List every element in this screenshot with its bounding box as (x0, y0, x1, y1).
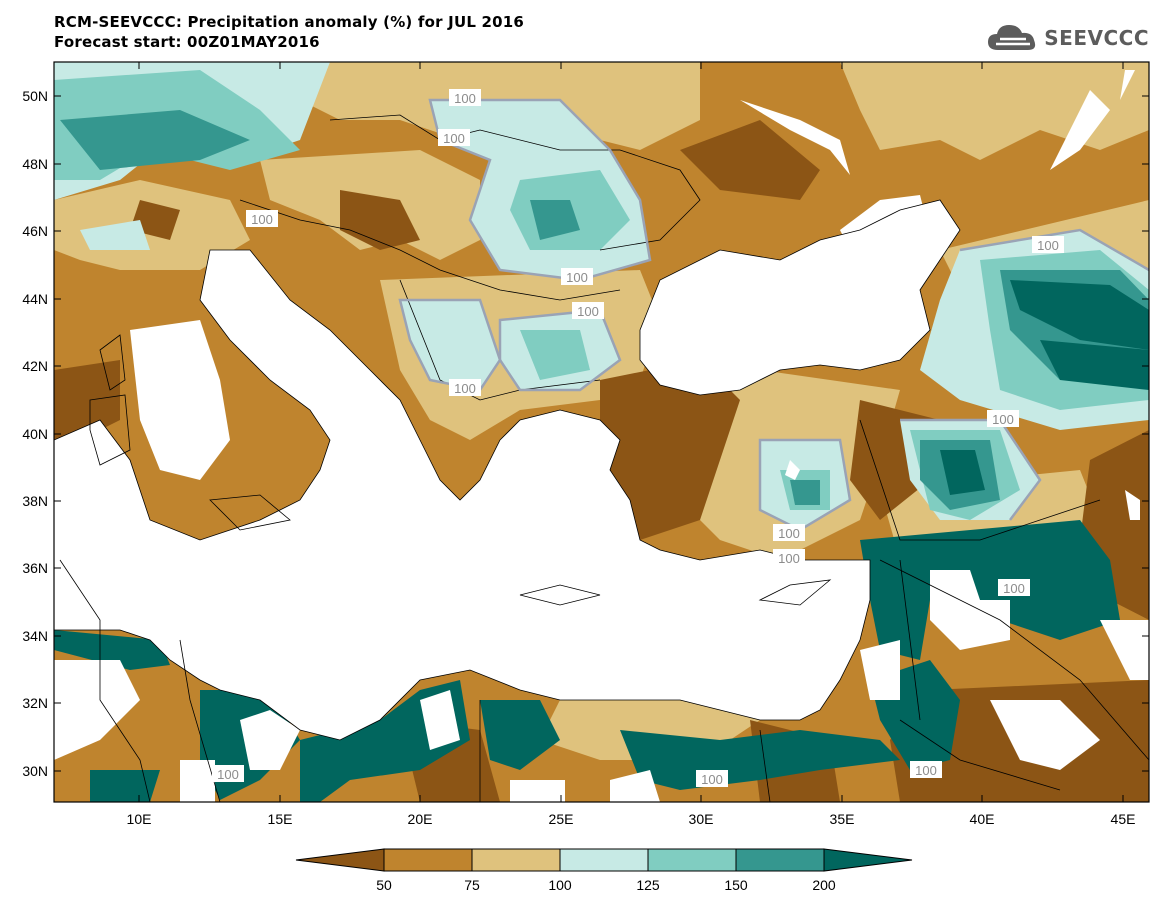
contour-label: 100 (1037, 238, 1059, 253)
contour-label: 100 (251, 212, 273, 227)
contour-label: 100 (915, 763, 937, 778)
seevccc-logo: SEEVCCC (986, 22, 1149, 54)
forecast-start: Forecast start: 00Z01MAY2016 (54, 33, 320, 51)
colorbar-level-label: 200 (812, 877, 836, 893)
contour-label: 100 (443, 131, 465, 146)
logo-text: SEEVCCC (1044, 26, 1149, 50)
colorbar-level-label: 125 (636, 877, 660, 893)
lat-tick-label: 36N (22, 560, 48, 576)
contour-label: 100 (778, 551, 800, 566)
colorbar-swatch (647, 848, 737, 872)
lat-tick-label: 40N (22, 426, 48, 442)
contour-label: 100 (454, 91, 476, 106)
colorbar-level-label: 100 (548, 877, 572, 893)
coastline-layer (54, 114, 1149, 802)
lat-tick-label: 50N (22, 88, 48, 104)
latitude-axis: 50N 48N 46N 44N 42N 40N 38N 36N 34N 32N … (22, 88, 1149, 779)
lon-tick-label: 40E (970, 811, 995, 827)
lat-tick-label: 48N (22, 156, 48, 172)
black-sea (640, 200, 960, 395)
contour-label: 100 (566, 270, 588, 285)
contour-label: 100 (992, 412, 1014, 427)
colorbar: 50 75 100 125 150 200 (295, 848, 913, 893)
lon-tick-label: 10E (127, 811, 152, 827)
lat-tick-label: 38N (22, 493, 48, 509)
contour-label: 100 (778, 526, 800, 541)
colorbar-swatch (559, 848, 649, 872)
colorbar-level-label: 150 (724, 877, 748, 893)
colorbar-swatch (471, 848, 561, 872)
lon-tick-label: 15E (268, 811, 293, 827)
contour-label: 100 (1003, 581, 1025, 596)
lat-tick-label: 30N (22, 763, 48, 779)
lon-tick-label: 30E (689, 811, 714, 827)
colorbar-level-label: 75 (464, 877, 480, 893)
contour-label: 100 (454, 381, 476, 396)
map-title: RCM-SEEVCCC: Precipitation anomaly (%) f… (54, 13, 525, 31)
cloud-icon (988, 25, 1036, 50)
contour-label: 100 (701, 772, 723, 787)
colorbar-swatch (383, 848, 473, 872)
colorbar-swatch-highest (823, 848, 913, 872)
lon-tick-label: 35E (830, 811, 855, 827)
contour-label: 100 (577, 304, 599, 319)
tyrrhenian-sea (130, 320, 230, 480)
longitude-axis: 10E 15E 20E 25E 30E 35E 40E 45E (127, 62, 1136, 827)
sea-layer (54, 70, 1149, 802)
title-block: RCM-SEEVCCC: Precipitation anomaly (%) f… (54, 12, 524, 52)
colorbar-swatch-lowest (295, 848, 385, 872)
map-area: 100 100 100 100 100 100 100 100 100 100 … (54, 62, 1149, 802)
lon-tick-label: 25E (549, 811, 574, 827)
mediterranean-sea (54, 250, 870, 740)
lon-tick-label: 45E (1111, 811, 1136, 827)
colorbar-level-label: 50 (376, 877, 392, 893)
map-frame (53, 61, 1150, 803)
lat-tick-label: 46N (22, 223, 48, 239)
lat-tick-label: 34N (22, 628, 48, 644)
lat-tick-label: 32N (22, 695, 48, 711)
contour-labels: 100 100 100 100 100 100 100 100 100 100 … (212, 89, 1064, 787)
lon-tick-label: 20E (408, 811, 433, 827)
colorbar-swatch (735, 848, 825, 872)
contour-label: 100 (217, 767, 239, 782)
lat-tick-label: 44N (22, 291, 48, 307)
lat-tick-label: 42N (22, 358, 48, 374)
